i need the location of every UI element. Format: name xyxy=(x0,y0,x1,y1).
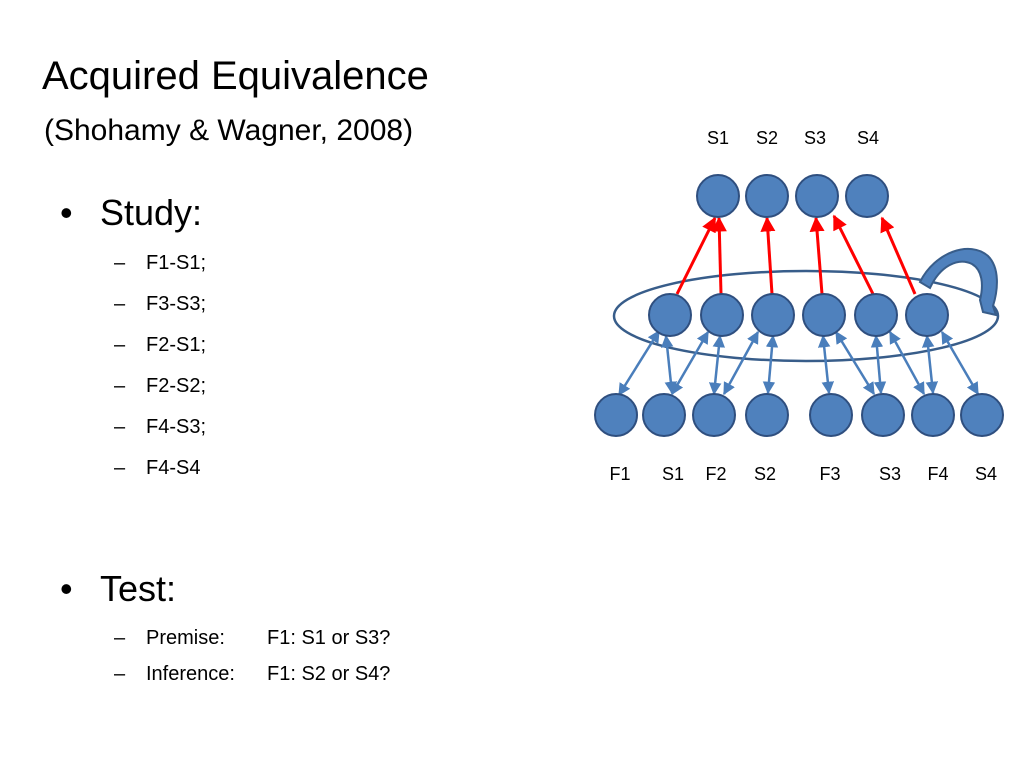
bottom-label: F3 xyxy=(819,464,840,484)
bottom-label: S3 xyxy=(879,464,901,484)
study-item-text: F3-S3; xyxy=(146,293,207,315)
blue-arrow xyxy=(762,334,779,395)
node xyxy=(594,393,638,437)
bullet-icon: • xyxy=(60,192,73,233)
study-item: – F1-S1; xyxy=(114,250,206,276)
dash-icon: – xyxy=(114,252,126,274)
dash-icon: – xyxy=(114,334,126,356)
test-heading: Test: xyxy=(100,568,177,609)
bottom-label: S1 xyxy=(662,464,684,484)
node xyxy=(905,293,949,337)
blue-arrow xyxy=(670,330,710,396)
blue-arrow xyxy=(834,330,876,396)
test-bullet: • Test: xyxy=(60,568,176,610)
study-item-text: F2-S1; xyxy=(146,334,207,356)
study-item-text: F1-S1; xyxy=(146,252,207,274)
node xyxy=(745,174,789,218)
node xyxy=(696,174,740,218)
blue-arrow xyxy=(722,330,760,396)
node xyxy=(642,393,686,437)
dash-icon: – xyxy=(114,293,126,315)
bottom-nodes xyxy=(594,393,1004,437)
blue-arrows xyxy=(617,329,980,397)
node xyxy=(911,393,955,437)
node xyxy=(854,293,898,337)
dash-icon: – xyxy=(114,627,126,649)
top-label: S4 xyxy=(857,128,879,148)
top-label: S1 xyxy=(707,128,729,148)
red-arrows xyxy=(675,214,917,295)
red-arrow xyxy=(711,216,727,295)
study-item: – F2-S1; xyxy=(114,332,206,358)
slide-title: Acquired Equivalence xyxy=(42,54,429,98)
study-item-text: F4-S3; xyxy=(146,416,207,438)
blue-arrow xyxy=(921,334,939,395)
study-item: – F4-S4 xyxy=(114,455,200,481)
test-item-label: Premise: xyxy=(146,627,225,649)
blue-arrow xyxy=(940,330,980,396)
study-item-text: F4-S4 xyxy=(146,457,201,479)
curved-arrow xyxy=(918,247,998,317)
red-arrow xyxy=(832,214,875,295)
test-item-label: Inference: xyxy=(146,663,235,685)
bottom-label: F1 xyxy=(609,464,630,484)
test-item-question: F1: S1 or S3? xyxy=(267,627,391,649)
top-label: S3 xyxy=(804,128,826,148)
study-heading: Study: xyxy=(100,192,203,233)
dash-icon: – xyxy=(114,416,126,438)
node xyxy=(648,293,692,337)
grouping-ellipse xyxy=(612,269,1000,363)
study-item: – F4-S3; xyxy=(114,414,206,440)
node xyxy=(795,174,839,218)
blue-arrow xyxy=(617,329,661,397)
top-label: S2 xyxy=(756,128,778,148)
red-arrow xyxy=(675,216,717,295)
bottom-label: F4 xyxy=(927,464,948,484)
test-item-question: F1: S2 or S4? xyxy=(267,663,391,685)
dash-icon: – xyxy=(114,457,126,479)
dash-icon: – xyxy=(114,375,126,397)
study-bullet: • Study: xyxy=(60,192,202,234)
node xyxy=(960,393,1004,437)
red-arrow xyxy=(760,216,776,295)
slide-subtitle: (Shohamy & Wagner, 2008) xyxy=(44,114,414,147)
blue-arrow xyxy=(660,334,678,395)
study-item: – F3-S3; xyxy=(114,291,206,317)
node xyxy=(745,393,789,437)
node xyxy=(861,393,905,437)
dash-icon: – xyxy=(114,663,126,685)
node xyxy=(700,293,744,337)
middle-nodes xyxy=(648,293,949,337)
bullet-icon: • xyxy=(60,568,73,609)
blue-arrow xyxy=(817,334,835,395)
bottom-label: S2 xyxy=(754,464,776,484)
test-item: – Inference: F1: S2 or S4? xyxy=(114,661,390,687)
node xyxy=(845,174,889,218)
red-arrow xyxy=(880,216,917,295)
study-item-text: F2-S2; xyxy=(146,375,207,397)
node xyxy=(802,293,846,337)
blue-arrow xyxy=(708,334,726,396)
study-item: – F2-S2; xyxy=(114,373,206,399)
bottom-label: S4 xyxy=(975,464,997,484)
top-nodes xyxy=(696,174,889,218)
blue-arrow xyxy=(870,334,887,395)
node xyxy=(809,393,853,437)
node xyxy=(751,293,795,337)
red-arrow xyxy=(809,216,825,295)
node xyxy=(692,393,736,437)
bottom-label: F2 xyxy=(705,464,726,484)
blue-arrow xyxy=(888,330,926,396)
test-item: – Premise: F1: S1 or S3? xyxy=(114,625,390,651)
